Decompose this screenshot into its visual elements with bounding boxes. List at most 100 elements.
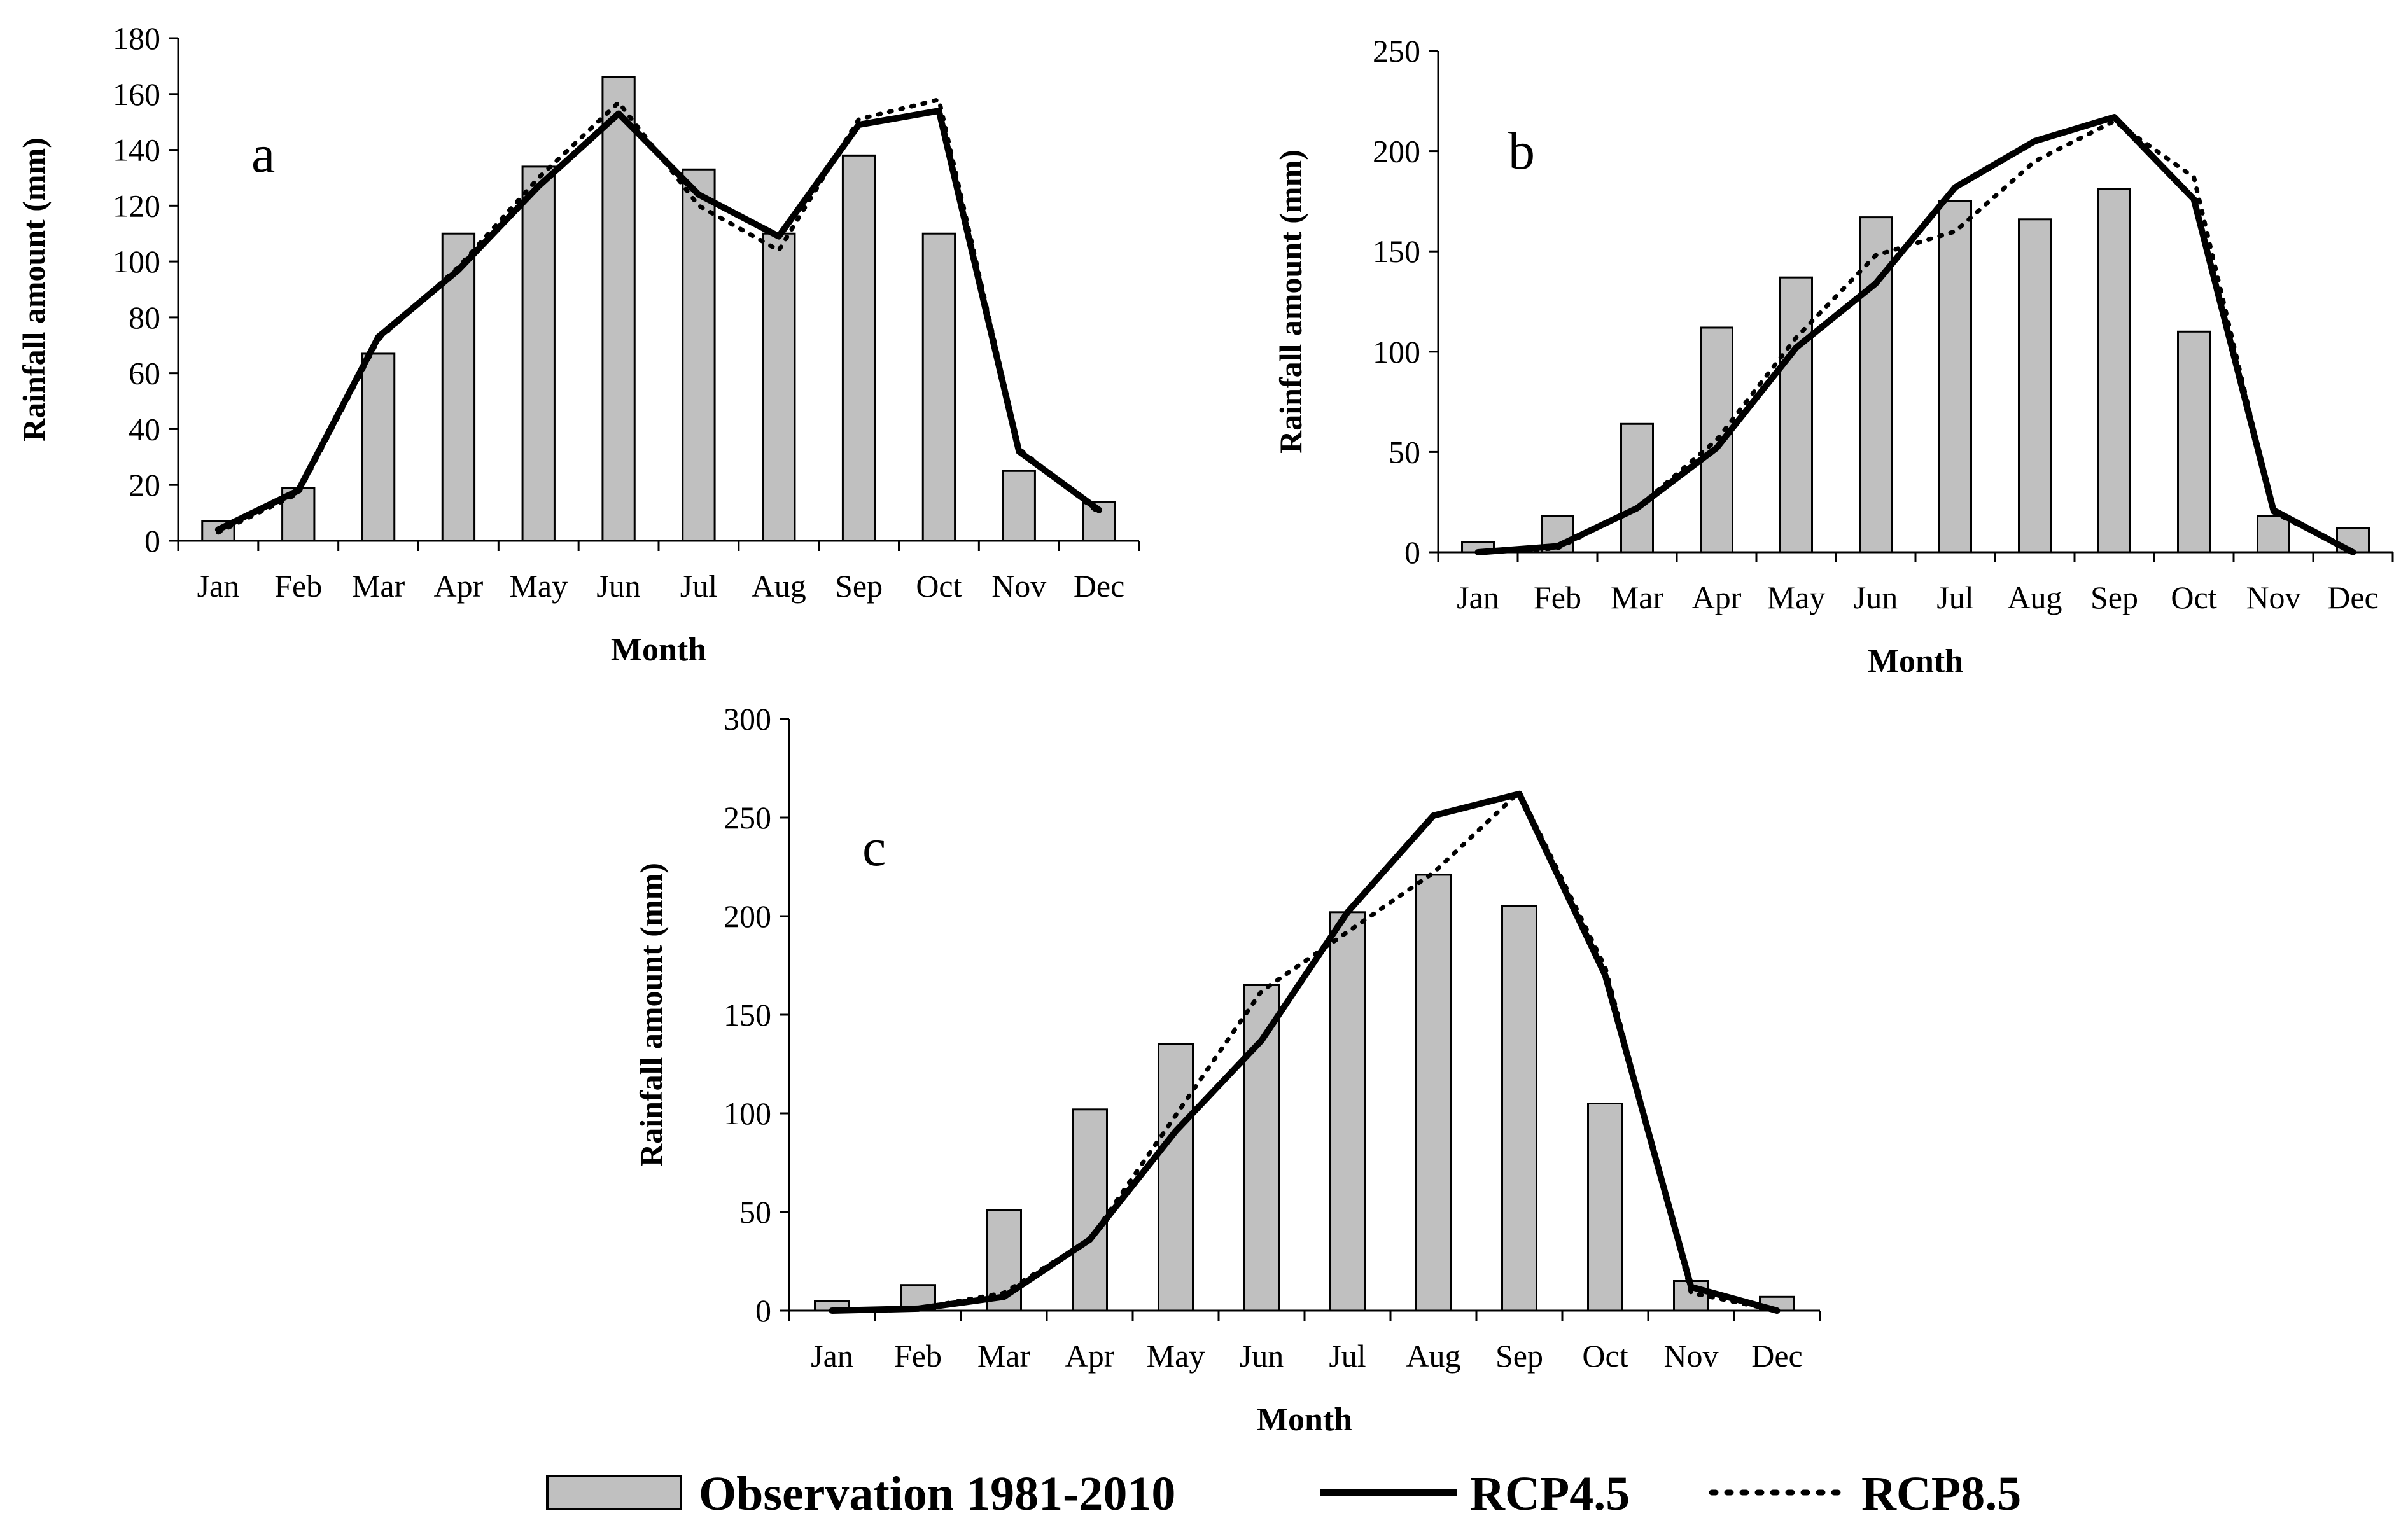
x-tick-label: Jul bbox=[1936, 580, 1973, 615]
x-tick-label: May bbox=[1767, 580, 1826, 615]
x-tick-label: Aug bbox=[1406, 1338, 1460, 1374]
x-tick-label: Dec bbox=[1074, 568, 1125, 604]
bar-observation-apr bbox=[1072, 1108, 1108, 1312]
x-tick-label: May bbox=[1147, 1338, 1205, 1374]
x-tick-label: Feb bbox=[274, 568, 322, 604]
x-tick-label: Dec bbox=[2327, 580, 2379, 615]
y-tick-label: 200 bbox=[724, 898, 771, 934]
x-tick-label: Aug bbox=[752, 568, 806, 604]
y-tick-label: 250 bbox=[1373, 33, 1420, 69]
x-tick-label: Jul bbox=[1329, 1338, 1366, 1374]
x-tick-label: Sep bbox=[1495, 1338, 1543, 1374]
x-tick-label: Jun bbox=[1240, 1338, 1284, 1374]
y-axis-title: Rainfall amount (mm) bbox=[633, 863, 669, 1167]
x-tick-label: Oct bbox=[2171, 580, 2216, 615]
bar-observation-may bbox=[521, 165, 556, 542]
bar-observation-jun bbox=[601, 76, 636, 542]
x-tick-label: Jul bbox=[680, 568, 717, 604]
x-axis-title: Month bbox=[1868, 643, 1963, 679]
x-tick-label: Sep bbox=[2090, 580, 2138, 615]
bar-observation-aug bbox=[762, 232, 796, 542]
y-tick-label: 200 bbox=[1373, 134, 1420, 169]
y-tick-label: 140 bbox=[113, 132, 160, 168]
y-tick-label: 40 bbox=[129, 411, 160, 447]
bar-observation-oct bbox=[921, 232, 956, 542]
panel-c: 0 50 100 150 200 250 300 Jan Feb Mar Apr May Jun Jul A… bbox=[633, 701, 1821, 1438]
y-tick-label: 60 bbox=[129, 356, 160, 391]
panel-a: 0 20 40 60 80 100 120 140 160 180 Jan Feb Mar Apr May J… bbox=[16, 20, 1140, 668]
series-line-rcp45 bbox=[1474, 114, 2356, 555]
y-tick-label: 50 bbox=[1389, 434, 1420, 470]
x-tick-label: Aug bbox=[2007, 580, 2062, 615]
x-tick-label: Dec bbox=[1751, 1338, 1803, 1374]
x-tick-label: Oct bbox=[916, 568, 962, 604]
y-tick-label: 80 bbox=[129, 300, 160, 335]
bar-observation-sep bbox=[841, 154, 876, 542]
y-tick-label: 100 bbox=[1373, 334, 1420, 370]
x-tick-label: Apr bbox=[1065, 1338, 1115, 1374]
y-tick-label: 120 bbox=[113, 188, 160, 223]
x-tick-label: Nov bbox=[991, 568, 1046, 604]
y-tick-label: 20 bbox=[129, 467, 160, 503]
x-tick-label: Sep bbox=[835, 568, 883, 604]
y-tick-label: 250 bbox=[724, 800, 771, 835]
x-tick-label: Mar bbox=[352, 568, 405, 604]
x-tick-label: Jun bbox=[1854, 580, 1898, 615]
y-tick-label: 0 bbox=[755, 1293, 771, 1328]
panel-label: a bbox=[251, 125, 275, 184]
legend-label-observation: Observation 1981-2010 bbox=[699, 1467, 1175, 1521]
bar-observation-aug bbox=[1415, 874, 1452, 1312]
x-tick-label: Jun bbox=[596, 568, 640, 604]
x-axis-title: Month bbox=[611, 632, 706, 668]
series-line-rcp45 bbox=[214, 108, 1103, 533]
x-tick-label: Mar bbox=[977, 1338, 1031, 1374]
series-line-rcp85 bbox=[830, 788, 1779, 1313]
series-line-rcp45 bbox=[829, 790, 1781, 1314]
bar-observation-may bbox=[1779, 276, 1813, 554]
x-tick-label: Mar bbox=[1611, 580, 1664, 615]
bar-observation-sep bbox=[1501, 905, 1537, 1312]
y-tick-label: 0 bbox=[1404, 534, 1420, 570]
bar-observation-nov bbox=[1002, 470, 1036, 542]
y-tick-label: 150 bbox=[724, 997, 771, 1033]
series-line-rcp85 bbox=[216, 97, 1102, 535]
x-tick-label: Nov bbox=[1663, 1338, 1718, 1374]
x-tick-label: Apr bbox=[1692, 580, 1742, 615]
bar-observation-may bbox=[1158, 1043, 1194, 1312]
x-tick-label: Jan bbox=[197, 568, 240, 604]
y-tick-label: 100 bbox=[724, 1096, 771, 1131]
legend-label-rcp85: RCP8.5 bbox=[1861, 1467, 2021, 1521]
bar-observation-oct bbox=[2177, 330, 2211, 554]
y-tick-label: 300 bbox=[724, 701, 771, 737]
bar-observation-jul bbox=[1938, 200, 1972, 554]
y-tick-label: 100 bbox=[113, 244, 160, 279]
legend: Observation 1981-2010 RCP4.5 RCP8.5 bbox=[546, 1467, 2021, 1521]
panel-label: b bbox=[1508, 122, 1535, 181]
series-line-rcp85 bbox=[1476, 118, 2355, 555]
bar-observation-mar bbox=[361, 352, 396, 542]
panel-b: 0 50 100 150 200 250 Jan Feb Mar Apr May Jun Jul Aug S… bbox=[1273, 33, 2394, 679]
bar-observation-aug bbox=[2018, 218, 2052, 554]
x-axis-title: Month bbox=[1257, 1402, 1352, 1438]
panel-label: c bbox=[862, 818, 886, 877]
y-tick-label: 180 bbox=[113, 20, 160, 56]
y-axis-title: Rainfall amount (mm) bbox=[16, 137, 52, 442]
x-tick-label: Jan bbox=[1457, 580, 1499, 615]
x-tick-label: Apr bbox=[434, 568, 484, 604]
y-axis-title: Rainfall amount (mm) bbox=[1273, 150, 1308, 454]
y-tick-label: 50 bbox=[739, 1194, 771, 1230]
x-tick-label: May bbox=[509, 568, 568, 604]
y-tick-label: 150 bbox=[1373, 233, 1420, 269]
bar-observation-jul bbox=[682, 168, 716, 542]
bar-observation-sep bbox=[2097, 188, 2131, 554]
x-tick-label: Feb bbox=[894, 1338, 942, 1374]
bar-observation-jun bbox=[1243, 984, 1280, 1312]
y-tick-label: 160 bbox=[113, 76, 160, 112]
y-tick-label: 0 bbox=[144, 523, 160, 559]
bar-observation-dec bbox=[1082, 501, 1116, 542]
x-tick-label: Oct bbox=[1582, 1338, 1628, 1374]
x-tick-label: Jan bbox=[811, 1338, 853, 1374]
bar-observation-jul bbox=[1329, 911, 1366, 1312]
